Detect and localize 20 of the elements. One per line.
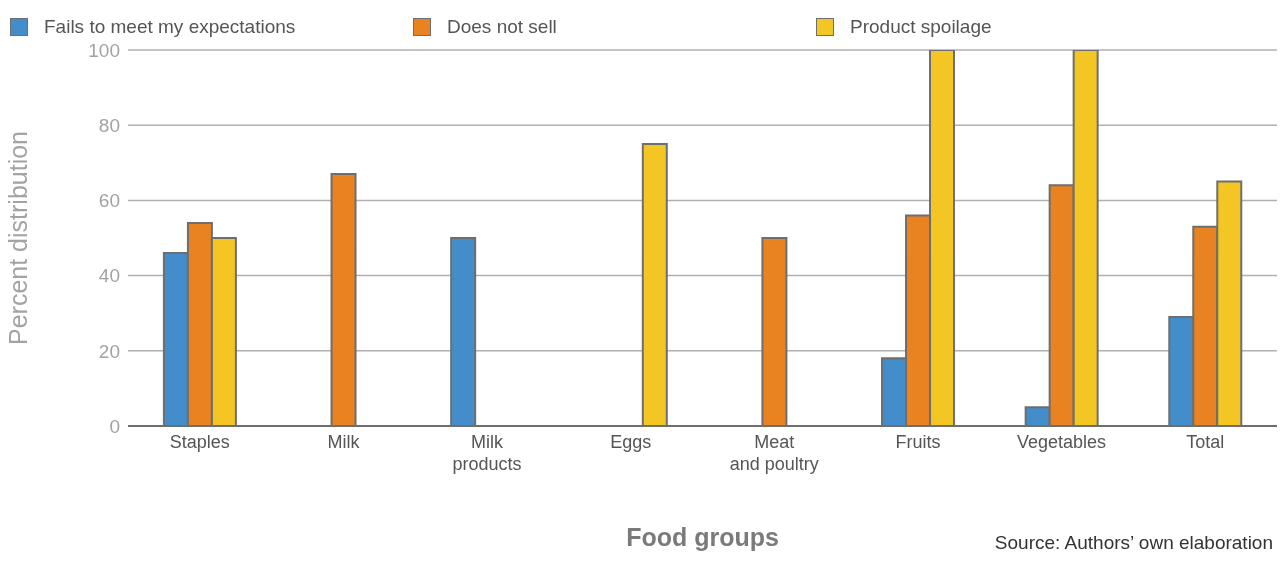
y-tick-label: 40 [98,265,120,287]
x-tick-label: Total [1186,432,1225,452]
x-tick-label: Staples [169,432,230,452]
x-axis-title: Food groups [626,523,779,551]
legend-label: Does not sell [447,16,557,38]
x-tick-label: Eggs [610,432,652,452]
y-axis-title: Percent distribution [3,130,32,346]
y-tick-label: 0 [109,415,120,437]
y-tick-label: 20 [98,340,120,362]
legend-label: Product spoilage [850,16,992,38]
y-tick-label: 60 [98,190,120,212]
x-tick-label: Milk [327,432,361,452]
y-tick-label: 80 [98,114,120,136]
x-tick-label: Milk products [452,432,522,474]
legend-label: Fails to meet my expectations [44,16,296,38]
source-note: Source: Authors’ own elaboration [994,532,1273,554]
x-tick-label: Meat and poultry [729,432,819,474]
x-tick-label: Fruits [895,432,941,452]
x-tick-label: Vegetables [1017,432,1107,452]
y-tick-label: 100 [88,39,120,61]
